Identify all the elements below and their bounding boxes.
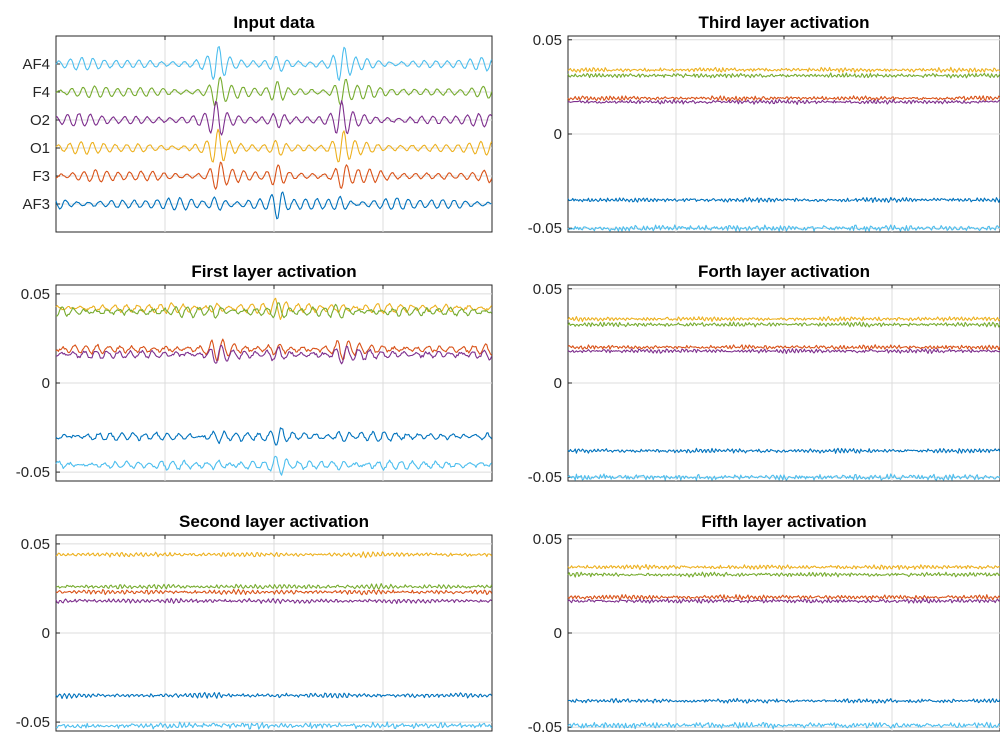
tick-label-y: 0.05	[533, 32, 562, 49]
tick-label-y: F3	[32, 168, 50, 185]
trace-o1	[567, 66, 1000, 73]
tick-label-y: -0.05	[16, 714, 50, 731]
trace-f4	[567, 571, 1000, 578]
panel-title: First layer activation	[191, 262, 356, 281]
panel-1: Input data AF4 F4 O2 O1 F3 AF3	[22, 13, 493, 233]
tick-label-y: 0	[42, 375, 50, 392]
trace-o1	[55, 128, 493, 163]
panel-title: Second layer activation	[179, 512, 369, 531]
trace-o2	[55, 344, 493, 365]
trace-af4	[567, 224, 1000, 232]
trace-o1	[55, 297, 493, 321]
panel-4: Forth layer activation 0.05 0 -0.05	[528, 262, 1000, 486]
tick-label-y: -0.05	[528, 220, 562, 237]
trace-f4	[55, 76, 493, 107]
trace-af4	[567, 721, 1000, 730]
tick-label-y: 0.05	[533, 531, 562, 548]
panel-6: Fifth layer activation 0.05 0 -0.05	[528, 512, 1000, 736]
trace-o2	[55, 597, 492, 605]
panel-3: First layer activation 0.05 0 -0.05	[16, 262, 493, 482]
tick-label-y: O1	[30, 140, 50, 157]
trace-f3	[567, 344, 1000, 351]
tick-label-y: -0.05	[528, 719, 562, 736]
panel-title: Forth layer activation	[698, 262, 870, 281]
trace-f3	[55, 161, 493, 190]
trace-o1	[567, 315, 1000, 323]
trace-f3	[55, 338, 493, 362]
panel-title: Third layer activation	[699, 13, 870, 32]
tick-label-y: AF4	[22, 56, 50, 73]
panel-2: Third layer activation 0.05 0 -0.05	[528, 13, 1000, 237]
tick-label-y: AF3	[22, 196, 50, 213]
tick-label-y: 0	[554, 126, 562, 143]
trace-o2	[567, 597, 1000, 604]
trace-f4	[55, 302, 492, 319]
tick-label-y: O2	[30, 112, 50, 129]
trace-o1	[567, 563, 1000, 571]
trace-af3	[55, 191, 492, 220]
trace-af4	[55, 721, 493, 730]
trace-o1	[55, 551, 493, 559]
trace-af3	[55, 427, 493, 446]
tick-label-y: 0.05	[533, 281, 562, 298]
trace-af3	[567, 196, 1000, 204]
tick-label-y: 0	[42, 625, 50, 642]
trace-af3	[567, 697, 1000, 704]
trace-af4	[567, 473, 1000, 481]
tick-label-y: 0	[554, 375, 562, 392]
panel-title: Fifth layer activation	[701, 512, 866, 531]
trace-f4	[567, 72, 1000, 79]
tick-label-y: -0.05	[16, 464, 50, 481]
tick-label-y: 0.05	[21, 536, 50, 553]
panel-5: Second layer activation 0.05 0 -0.05	[16, 512, 493, 732]
trace-f3	[567, 95, 1000, 102]
tick-label-y: 0.05	[21, 286, 50, 303]
trace-f4	[55, 583, 493, 590]
trace-f3	[55, 588, 493, 596]
trace-af4	[55, 46, 493, 81]
tick-label-y: -0.05	[528, 469, 562, 486]
tick-label-y: 0	[554, 625, 562, 642]
tick-label-y: F4	[32, 84, 50, 101]
trace-af4	[55, 455, 492, 476]
trace-o2	[567, 98, 1000, 106]
trace-o2	[55, 100, 493, 136]
trace-f4	[567, 321, 1000, 328]
trace-af3	[55, 691, 493, 700]
trace-af3	[567, 447, 1000, 454]
trace-o2	[567, 348, 1000, 355]
panel-title: Input data	[233, 13, 315, 32]
